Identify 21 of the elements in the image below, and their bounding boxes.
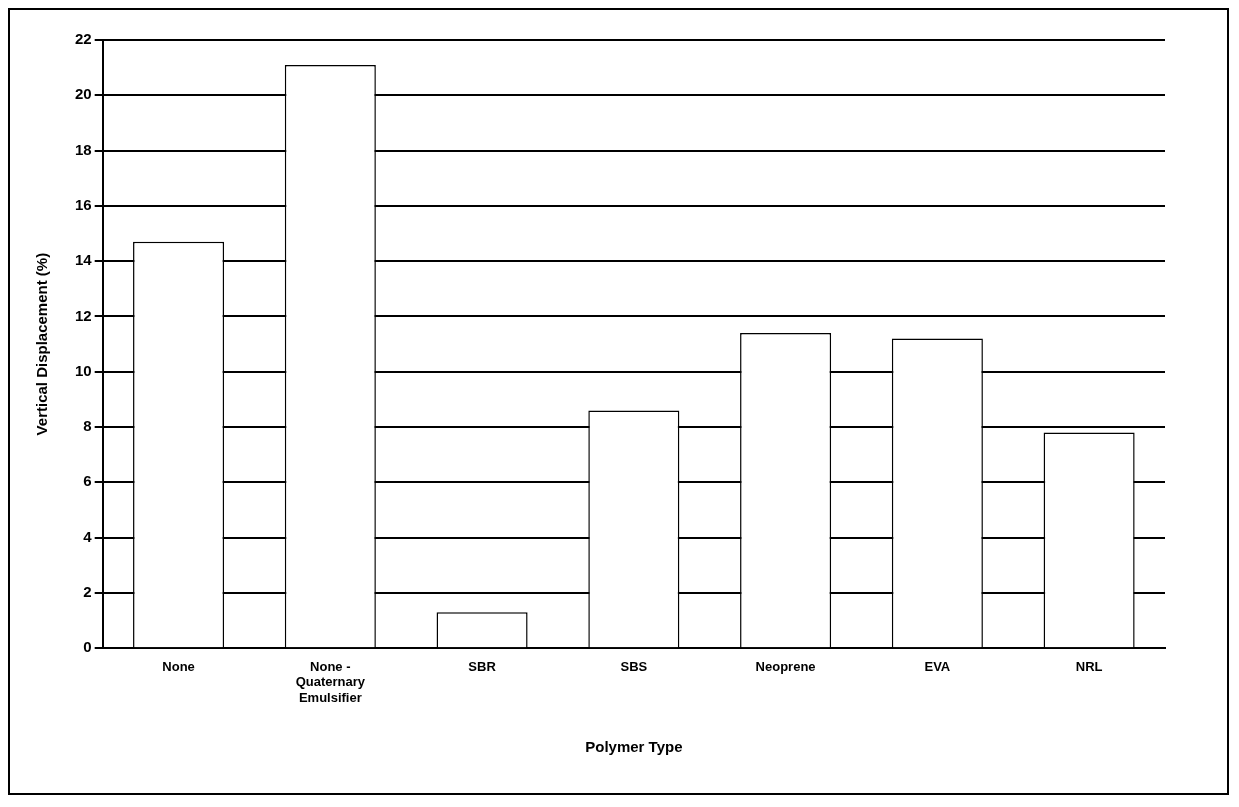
x-tick-label: EVA <box>924 658 951 674</box>
x-tick-label: SBS <box>620 658 648 674</box>
x-axis-title: Polymer Type <box>585 738 683 756</box>
y-tick-label: 4 <box>83 527 93 545</box>
y-tick-label: 6 <box>83 472 92 490</box>
x-tick-label: SBR <box>468 658 497 674</box>
y-tick-label: 22 <box>75 30 92 48</box>
y-tick-label: 10 <box>75 361 92 379</box>
x-tick-label: None <box>162 658 195 674</box>
x-tick-label: None - Quaternary Emulsifier <box>295 658 366 705</box>
y-tick-label: 12 <box>75 306 92 324</box>
x-tick-label: Neoprene <box>755 658 816 674</box>
y-tick-label: 20 <box>75 85 92 103</box>
y-tick-label: 0 <box>83 638 92 656</box>
y-tick-label: 14 <box>75 251 93 269</box>
y-tick-label: 8 <box>83 417 92 435</box>
y-tick-label: 2 <box>83 583 92 601</box>
y-axis-title: Vertical Displacement (%) <box>33 252 51 436</box>
y-tick-label: 18 <box>75 140 92 158</box>
x-tick-label: NRL <box>1075 658 1103 674</box>
y-tick-label: 16 <box>75 196 92 214</box>
